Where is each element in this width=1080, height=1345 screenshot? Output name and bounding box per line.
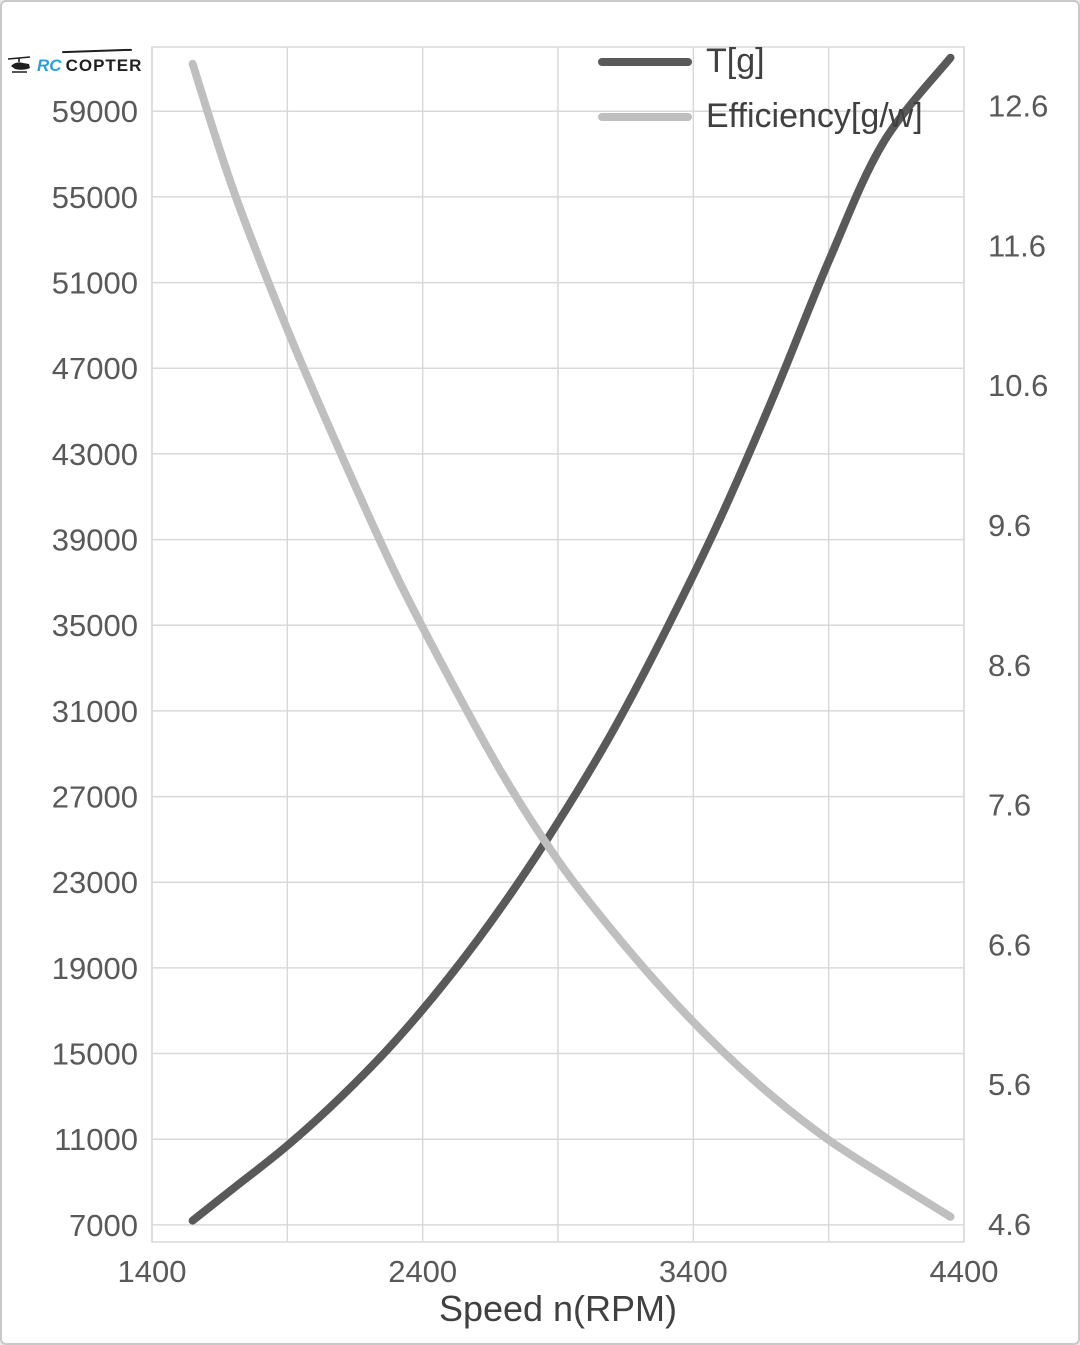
left-axis-tick-label: 55000 (52, 180, 138, 215)
x-axis-tick-label: 3400 (659, 1254, 728, 1289)
left-axis-tick-label: 11000 (54, 1122, 138, 1157)
legend-label-thrust: T[g] (706, 42, 765, 80)
legend-line-thrust-icon (598, 57, 692, 66)
left-axis-tick-label: 35000 (52, 608, 138, 643)
x-axis-tick-labels: 1400 2400 3400 4400 (118, 1254, 999, 1289)
right-axis-tick-label: 4.6 (988, 1207, 1031, 1242)
gridlines (151, 47, 965, 1242)
legend-item-efficiency: Efficiency[g/w] (598, 97, 923, 136)
helicopter-icon (7, 56, 31, 73)
left-axis-tick-label: 23000 (52, 865, 138, 900)
left-axis-tick-labels: 7000 11000 15000 19000 23000 27000 31000 35000 3… (52, 94, 138, 1243)
left-axis-tick-label: 15000 (52, 1037, 138, 1072)
left-axis-tick-label: 51000 (52, 266, 138, 301)
right-axis-tick-label: 12.6 (988, 89, 1048, 124)
left-axis-tick-label: 39000 (52, 523, 138, 558)
left-axis-tick-label: 47000 (52, 351, 138, 386)
plot-border (151, 46, 965, 1243)
legend-line-efficiency-icon (598, 112, 692, 121)
right-axis-tick-label: 5.6 (988, 1067, 1031, 1102)
chart-legend: T[g] Efficiency[g/w] (598, 42, 923, 136)
left-axis-tick-label: 43000 (52, 437, 138, 472)
efficiency-curve (188, 59, 955, 1221)
legend-item-thrust: T[g] (598, 42, 923, 81)
right-axis-tick-label: 11.6 (988, 229, 1046, 264)
right-axis-tick-label: 10.6 (988, 368, 1048, 403)
logo-text-copter: COPTER (65, 55, 143, 75)
left-axis-tick-label: 31000 (52, 694, 138, 729)
x-axis-tick-label: 2400 (388, 1254, 457, 1289)
legend-label-efficiency: Efficiency[g/w] (706, 97, 923, 135)
logo-text-rc: RC (37, 55, 62, 75)
left-axis-tick-label: 19000 (52, 951, 138, 986)
x-axis-tick-label: 4400 (930, 1254, 999, 1289)
right-axis-tick-label: 9.6 (988, 508, 1031, 543)
right-axis-tick-label: 7.6 (988, 788, 1031, 823)
x-axis-title: Speed n(RPM) (438, 1288, 678, 1329)
right-axis-tick-labels: 4.6 5.6 6.6 7.6 8.6 9.6 10.6 11.6 12.6 (988, 89, 1048, 1242)
thrust-curve (188, 53, 955, 1225)
left-axis-tick-label: 59000 (52, 94, 138, 129)
left-axis-tick-label: 7000 (69, 1208, 138, 1243)
x-axis-tick-label: 1400 (118, 1254, 187, 1289)
right-axis-tick-label: 6.6 (988, 927, 1031, 962)
right-axis-tick-label: 8.6 (988, 648, 1031, 683)
left-axis-tick-label: 27000 (52, 780, 138, 815)
rc-copter-logo: RC COPTER (7, 56, 142, 74)
